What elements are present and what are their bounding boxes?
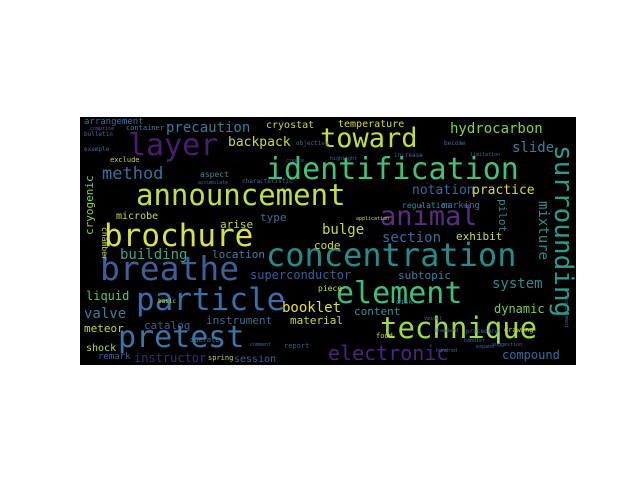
word-create: create	[286, 158, 305, 164]
word-highlight: highlight	[330, 156, 358, 162]
word-mixture: mixture	[535, 201, 551, 261]
word-procedure: procedure	[466, 328, 499, 335]
word-identification: identification	[266, 152, 519, 187]
word-piece: piece	[318, 284, 343, 293]
word-material: material	[290, 314, 343, 327]
word-spring: spring	[208, 354, 234, 362]
word-aspect: aspect	[200, 170, 229, 179]
word-container: container	[126, 124, 164, 132]
word-technique: technique	[380, 311, 538, 345]
word-code: code	[314, 239, 341, 252]
word-comment: comment	[250, 342, 272, 348]
word-accumulate: accumulate	[198, 180, 229, 186]
word-cryogenic: cryogenic	[83, 175, 96, 235]
word-notation: notation	[412, 183, 475, 198]
word-remark: remark	[98, 352, 131, 362]
word-hundred: hundred	[436, 348, 458, 354]
word-comprise: comprise	[90, 126, 115, 132]
word-exclude: exclude	[110, 156, 140, 164]
word-dynamic: dynamic	[494, 302, 545, 316]
word-arrangement: arrangement	[84, 117, 144, 127]
word-valve: valve	[84, 306, 127, 322]
word-handler: handler	[464, 338, 486, 344]
word-suggestion: suggestion	[492, 342, 523, 348]
word-increase: increase	[394, 152, 423, 159]
word-breathe: breathe	[100, 249, 240, 288]
word-cloud: breathe concentration announcement ident…	[80, 117, 576, 365]
word-meteor: meteor	[84, 322, 124, 335]
word-marking: marking	[442, 201, 480, 211]
word-practice: practice	[472, 183, 535, 198]
word-catalog: catalog	[144, 319, 191, 332]
word-electronic: electronic	[328, 341, 449, 365]
word-liquid: liquid	[86, 289, 130, 303]
word-chamber: chamber	[100, 227, 109, 261]
word-surrounding: surrounding	[548, 145, 576, 318]
word-basic: basic	[158, 298, 177, 305]
word-drawing: drawing	[504, 326, 534, 334]
word-precaution: precaution	[166, 120, 251, 136]
word-characteristic: characteristic	[242, 178, 293, 185]
word-standard: standard	[434, 328, 459, 334]
word-concentration: concentration	[266, 236, 517, 274]
word-building: building	[120, 247, 188, 263]
word-section: section	[382, 230, 442, 246]
word-slide: slide	[512, 140, 555, 156]
word-session: session	[234, 354, 277, 365]
word-brochure: brochure	[104, 218, 254, 254]
word-compound: compound	[502, 348, 560, 362]
word-toward: toward	[320, 123, 418, 154]
word-type: type	[260, 211, 287, 224]
word-exhibit: exhibit	[456, 230, 503, 243]
word-disk: disk	[396, 298, 413, 306]
word-pretest: pretest	[118, 320, 245, 355]
word-content: content	[354, 305, 401, 318]
word-vessel: vessel	[424, 316, 443, 322]
word-particle: particle	[136, 282, 286, 318]
word-animal: animal	[380, 201, 478, 232]
word-bulletin: bulletin	[84, 131, 113, 138]
word-microbe: microbe	[116, 211, 159, 222]
word-shock: shock	[86, 343, 117, 354]
word-location: location	[212, 248, 265, 261]
word-requirement: requirement	[563, 295, 569, 329]
word-system: system	[492, 276, 543, 292]
word-instructor: instructor	[134, 351, 207, 365]
word-example: example	[84, 146, 110, 153]
word-limitation: limitation	[470, 152, 501, 158]
word-hydrocarbon: hydrocarbon	[450, 121, 543, 137]
word-objective: objective	[296, 140, 329, 147]
word-cryostat: cryostat	[266, 120, 315, 131]
word-expand: expand	[476, 344, 495, 350]
word-application: application	[356, 216, 390, 222]
word-superconductor: superconductor	[250, 268, 352, 282]
word-method: method	[102, 164, 164, 184]
word-bulge: bulge	[322, 222, 365, 238]
word-subtopic: subtopic	[398, 269, 451, 282]
word-layer: layer	[128, 128, 219, 163]
word-food: food	[376, 332, 393, 340]
word-announcement: announcement	[136, 178, 346, 212]
word-temperature: temperature	[338, 119, 405, 130]
word-booklet: booklet	[282, 300, 342, 316]
word-operate: operate	[190, 336, 220, 344]
word-report: report	[284, 342, 310, 350]
word-pilot: pilot	[496, 199, 509, 233]
word-regulation: regulation	[402, 201, 451, 210]
word-instrument: instrument	[206, 314, 273, 327]
word-arise: arise	[220, 218, 254, 231]
word-backpack: backpack	[228, 135, 291, 150]
word-element: element	[336, 276, 463, 311]
word-become: become	[444, 140, 466, 147]
